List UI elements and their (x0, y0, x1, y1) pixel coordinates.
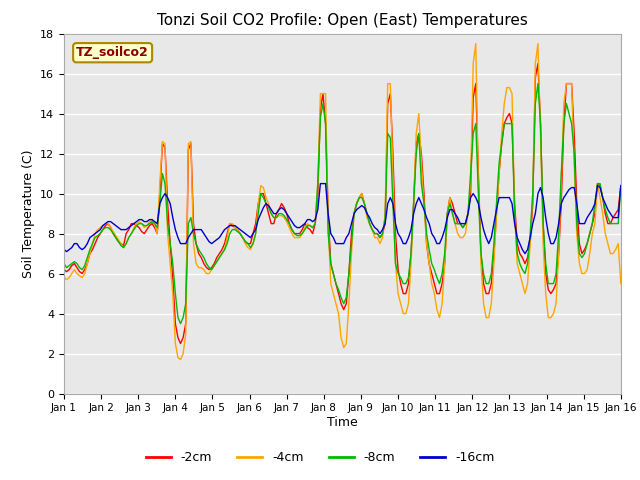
Y-axis label: Soil Temperature (C): Soil Temperature (C) (22, 149, 35, 278)
Text: TZ_soilco2: TZ_soilco2 (76, 46, 149, 59)
Legend: -2cm, -4cm, -8cm, -16cm: -2cm, -4cm, -8cm, -16cm (141, 446, 499, 469)
Title: Tonzi Soil CO2 Profile: Open (East) Temperatures: Tonzi Soil CO2 Profile: Open (East) Temp… (157, 13, 528, 28)
X-axis label: Time: Time (327, 416, 358, 429)
